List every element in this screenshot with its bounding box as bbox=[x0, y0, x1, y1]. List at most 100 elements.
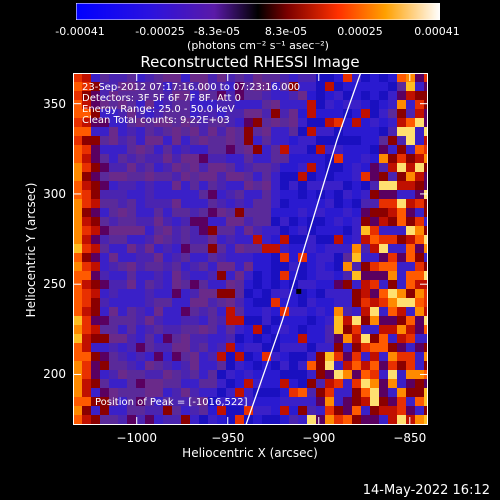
heatmap-cell bbox=[190, 334, 199, 343]
heatmap-cell bbox=[217, 109, 226, 118]
heatmap-cell bbox=[208, 163, 217, 172]
heatmap-cell bbox=[343, 397, 352, 406]
heatmap-cell bbox=[316, 280, 325, 289]
heatmap-cell bbox=[307, 397, 316, 406]
heatmap-cell bbox=[379, 109, 388, 118]
heatmap-cell bbox=[172, 298, 181, 307]
heatmap-cell bbox=[226, 226, 235, 235]
heatmap-cell bbox=[253, 379, 262, 388]
heatmap-cell bbox=[145, 199, 154, 208]
heatmap-cell bbox=[145, 316, 154, 325]
heatmap-cell bbox=[172, 118, 181, 127]
heatmap-cell bbox=[343, 253, 352, 262]
heatmap-cell bbox=[352, 388, 361, 397]
heatmap-cell bbox=[190, 82, 199, 91]
heatmap-cell bbox=[280, 325, 289, 334]
heatmap-cell bbox=[343, 361, 352, 370]
heatmap-cell bbox=[82, 262, 91, 271]
heatmap-cell bbox=[397, 154, 406, 163]
heatmap-cell bbox=[199, 226, 208, 235]
heatmap-cell bbox=[388, 379, 397, 388]
heatmap-cell bbox=[253, 253, 262, 262]
heatmap-cell bbox=[235, 127, 244, 136]
heatmap-cell bbox=[181, 208, 190, 217]
heatmap-cell bbox=[352, 118, 361, 127]
heatmap-cell bbox=[352, 415, 361, 424]
heatmap-cell bbox=[370, 325, 379, 334]
heatmap-cell bbox=[100, 109, 109, 118]
heatmap-cell bbox=[172, 208, 181, 217]
heatmap-cell bbox=[208, 199, 217, 208]
heatmap-cell bbox=[208, 253, 217, 262]
heatmap-cell bbox=[136, 388, 145, 397]
heatmap-cell bbox=[136, 73, 145, 82]
heatmap-cell bbox=[163, 100, 172, 109]
heatmap-cell bbox=[118, 172, 127, 181]
heatmap-cell bbox=[217, 316, 226, 325]
heatmap-cell bbox=[145, 136, 154, 145]
heatmap-cell bbox=[118, 100, 127, 109]
heatmap-cell bbox=[379, 379, 388, 388]
heatmap-cell bbox=[361, 343, 370, 352]
heatmap-cell bbox=[154, 118, 163, 127]
heatmap-cell bbox=[163, 91, 172, 100]
heatmap-cell bbox=[307, 244, 316, 253]
heatmap-cell bbox=[244, 226, 253, 235]
heatmap-cell bbox=[82, 289, 91, 298]
heatmap-cell bbox=[190, 262, 199, 271]
heatmap-cell bbox=[208, 226, 217, 235]
heatmap-cell bbox=[388, 118, 397, 127]
heatmap-cell bbox=[298, 235, 307, 244]
heatmap-cell bbox=[208, 181, 217, 190]
heatmap-cell bbox=[91, 154, 100, 163]
heatmap-cell bbox=[100, 145, 109, 154]
heatmap-cell bbox=[73, 163, 82, 172]
heatmap-cell bbox=[172, 136, 181, 145]
heatmap-cell bbox=[163, 235, 172, 244]
heatmap-cell bbox=[280, 226, 289, 235]
heatmap-cell bbox=[127, 118, 136, 127]
heatmap-cell bbox=[208, 334, 217, 343]
heatmap-cell bbox=[271, 118, 280, 127]
heatmap-cell bbox=[73, 325, 82, 334]
heatmap-cell bbox=[244, 316, 253, 325]
heatmap-cell bbox=[307, 163, 316, 172]
heatmap-cell bbox=[298, 118, 307, 127]
heatmap-cell bbox=[280, 316, 289, 325]
heatmap-cell bbox=[271, 190, 280, 199]
heatmap-cell bbox=[109, 217, 118, 226]
heatmap-cell bbox=[415, 289, 424, 298]
heatmap-cell bbox=[388, 325, 397, 334]
heatmap-cell bbox=[415, 109, 424, 118]
heatmap-cell bbox=[136, 154, 145, 163]
heatmap-cell bbox=[82, 127, 91, 136]
heatmap-cell bbox=[217, 235, 226, 244]
heatmap-cell bbox=[334, 127, 343, 136]
heatmap-cell bbox=[298, 244, 307, 253]
heatmap-cell bbox=[397, 181, 406, 190]
heatmap-cell bbox=[208, 352, 217, 361]
heatmap-cell bbox=[91, 208, 100, 217]
heatmap-cell bbox=[325, 172, 334, 181]
heatmap-cell bbox=[289, 100, 298, 109]
heatmap-cell bbox=[226, 154, 235, 163]
heatmap-cell bbox=[379, 397, 388, 406]
heatmap-cell bbox=[190, 235, 199, 244]
heatmap-cell bbox=[307, 208, 316, 217]
heatmap-cell bbox=[181, 118, 190, 127]
heatmap-cell bbox=[379, 181, 388, 190]
heatmap-cell bbox=[316, 163, 325, 172]
heatmap-cell bbox=[379, 136, 388, 145]
heatmap-cell bbox=[217, 226, 226, 235]
heatmap-cell bbox=[118, 343, 127, 352]
heatmap-cell bbox=[100, 343, 109, 352]
colorbar-tick-label: -0.00041 bbox=[55, 25, 105, 38]
heatmap-cell bbox=[334, 370, 343, 379]
heatmap-cell bbox=[388, 316, 397, 325]
heatmap-cell bbox=[352, 172, 361, 181]
heatmap-cell bbox=[361, 163, 370, 172]
heatmap-cell bbox=[280, 343, 289, 352]
heatmap-cell bbox=[181, 100, 190, 109]
heatmap-cell bbox=[379, 118, 388, 127]
heatmap-cell bbox=[424, 109, 428, 118]
